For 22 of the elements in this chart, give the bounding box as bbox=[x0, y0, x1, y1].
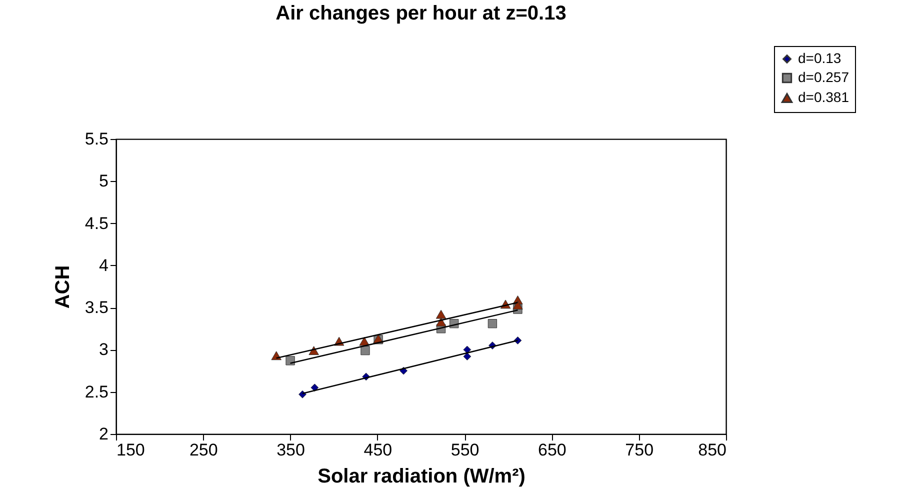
x-tick-label: 350 bbox=[276, 440, 305, 460]
y-tick-label: 4.5 bbox=[84, 214, 108, 233]
x-tick-label: 750 bbox=[625, 440, 654, 460]
legend-label: d=0.13 bbox=[798, 50, 842, 66]
y-tick-label: 4 bbox=[99, 256, 108, 275]
legend-label: d=0.381 bbox=[798, 89, 850, 105]
x-axis-title: Solar radiation (W/m²) bbox=[318, 466, 526, 488]
y-tick-label: 5 bbox=[99, 172, 108, 191]
y-tick-label: 5.5 bbox=[84, 130, 108, 148]
chart-title: Air changes per hour at z=0.13 bbox=[276, 2, 566, 24]
x-tick-label: 650 bbox=[538, 440, 566, 460]
x-tick-label: 150 bbox=[116, 440, 145, 460]
x-tick-label: 850 bbox=[698, 440, 726, 460]
y-tick-label: 3.5 bbox=[84, 298, 108, 318]
legend-label: d=0.257 bbox=[798, 69, 850, 85]
y-tick-label: 3 bbox=[99, 340, 108, 360]
x-tick-label: 250 bbox=[189, 440, 218, 460]
y-tick-label: 2 bbox=[99, 424, 108, 444]
y-axis-title: ACH bbox=[52, 265, 74, 309]
x-tick-label: 450 bbox=[364, 440, 392, 460]
y-tick-label: 2.5 bbox=[84, 382, 108, 402]
x-tick-label: 550 bbox=[450, 440, 480, 460]
